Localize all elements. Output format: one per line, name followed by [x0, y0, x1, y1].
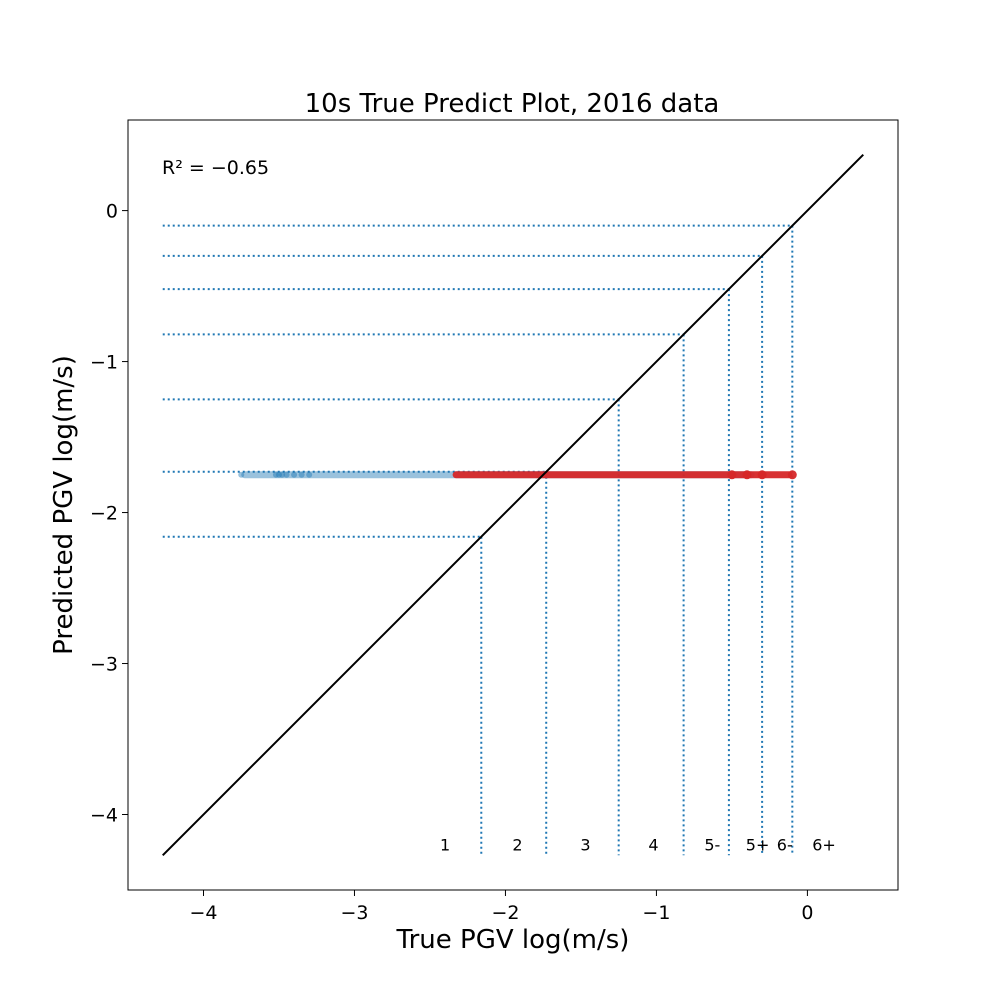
y-axis-label: Predicted PGV log(m/s): [49, 355, 79, 655]
series-1-point-0: [238, 471, 245, 478]
series-1-point-3: [279, 471, 285, 478]
series-1-point-1: [272, 471, 279, 478]
y-tick-label: −2: [90, 503, 118, 525]
x-axis-ticks: −4 −3 −2 −1 0: [189, 890, 813, 924]
x-axis-label: True PGV log(m/s): [396, 925, 630, 955]
intensity-labels: 1 2 3 4 5- 5+ 6- 6+: [440, 836, 836, 855]
intensity-label-6: 6-: [777, 836, 793, 855]
y-tick-label: −4: [90, 805, 118, 827]
intensity-label-1: 2: [512, 836, 522, 855]
x-tick-label: −1: [642, 902, 670, 924]
series-1-point-5: [291, 471, 298, 478]
x-tick-label: −4: [189, 902, 217, 924]
series-2-point-0: [727, 470, 737, 480]
series-2-point-3: [787, 470, 797, 480]
y-tick-label: −1: [90, 352, 118, 374]
intensity-label-7: 6+: [812, 836, 836, 855]
r-squared-annotation: R² = −0.65: [162, 157, 269, 179]
identity-line: [162, 154, 864, 856]
series-2-point-2: [757, 470, 767, 480]
intensity-label-5: 5+: [746, 836, 770, 855]
series-1-point-7: [306, 471, 313, 478]
intensity-label-4: 5-: [704, 836, 720, 855]
series-1-point-2: [275, 471, 282, 478]
series-2-band: [452, 471, 793, 479]
x-tick-label: −2: [491, 902, 519, 924]
intensity-label-3: 4: [648, 836, 658, 855]
chart-title: 10s True Predict Plot, 2016 data: [305, 89, 720, 119]
intensity-label-2: 3: [580, 836, 590, 855]
y-tick-label: −3: [90, 654, 118, 676]
y-tick-label: 0: [106, 201, 118, 223]
x-tick-label: −3: [340, 902, 368, 924]
intensity-label-0: 1: [440, 836, 450, 855]
scatter-points: [238, 470, 797, 480]
identity-line-path: [162, 154, 864, 856]
series-1-point-4: [283, 471, 290, 478]
plot-frame: [127, 119, 899, 891]
x-tick-label: 0: [801, 902, 813, 924]
y-axis-ticks: −4 −3 −2 −1 0: [90, 201, 128, 827]
series-1-point-6: [298, 471, 305, 478]
series-2-point-1: [742, 470, 752, 480]
